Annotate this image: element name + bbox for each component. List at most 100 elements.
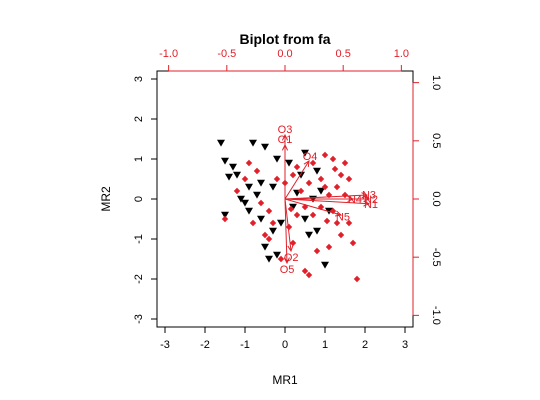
data-point-triangle bbox=[289, 203, 297, 211]
top-tick-label: 0.5 bbox=[336, 48, 351, 60]
right-tick-label: 0.0 bbox=[430, 191, 442, 206]
data-point-diamond bbox=[253, 167, 261, 175]
loading-label: O5 bbox=[280, 264, 295, 276]
data-point-diamond bbox=[317, 203, 325, 211]
data-point-diamond bbox=[257, 199, 265, 207]
x-tick-label: -1 bbox=[240, 339, 250, 351]
data-point-triangle bbox=[233, 171, 241, 179]
data-point-diamond bbox=[341, 191, 349, 199]
data-point-triangle bbox=[269, 183, 277, 191]
loading-label: O3 bbox=[278, 124, 293, 136]
loading-arrowhead bbox=[281, 143, 289, 151]
data-point-triangle bbox=[261, 143, 269, 151]
loading-label: N1 bbox=[364, 199, 378, 211]
data-point-diamond bbox=[221, 215, 229, 223]
loading-arrowhead bbox=[303, 160, 310, 168]
data-point-triangle bbox=[241, 199, 249, 207]
data-point-diamond bbox=[353, 275, 361, 283]
top-tick-label: -1.0 bbox=[159, 48, 178, 60]
loading-arrow bbox=[284, 198, 370, 205]
data-point-diamond bbox=[287, 205, 295, 213]
data-point-triangle bbox=[221, 157, 229, 165]
data-point-diamond bbox=[277, 255, 285, 263]
data-point-diamond bbox=[245, 159, 253, 167]
loading-label: O4 bbox=[303, 151, 318, 163]
loading-arrow bbox=[284, 198, 292, 252]
loading-arrow bbox=[284, 198, 342, 216]
right-tick-label: -0.5 bbox=[430, 248, 442, 267]
data-point-triangle bbox=[297, 171, 305, 179]
data-point-diamond bbox=[309, 159, 317, 167]
data-point-diamond bbox=[301, 267, 309, 275]
loading-arrow bbox=[284, 194, 368, 200]
data-point-triangle bbox=[313, 227, 321, 235]
loading-label: N4 bbox=[348, 194, 362, 206]
data-point-diamond bbox=[329, 207, 337, 215]
data-point-diamond bbox=[301, 203, 309, 211]
right-tick-label: 1.0 bbox=[430, 75, 442, 90]
data-point-diamond bbox=[337, 231, 345, 239]
x-tick-label: 2 bbox=[362, 339, 368, 351]
data-point-diamond bbox=[345, 219, 353, 227]
data-point-diamond bbox=[325, 191, 333, 199]
y-tick-label: -2 bbox=[133, 274, 145, 284]
data-point-diamond bbox=[305, 271, 313, 279]
data-point-triangle bbox=[313, 167, 321, 175]
loading-arrowhead bbox=[363, 195, 371, 203]
data-point-triangle bbox=[273, 155, 281, 163]
data-point-diamond bbox=[321, 183, 329, 191]
data-point-triangle bbox=[277, 219, 285, 227]
data-point-triangle bbox=[301, 149, 309, 157]
data-point-diamond bbox=[289, 239, 297, 247]
data-point-diamond bbox=[249, 219, 257, 227]
data-point-diamond bbox=[289, 171, 297, 179]
data-point-triangle bbox=[305, 231, 313, 239]
chart-title: Biplot from fa bbox=[240, 31, 331, 47]
data-point-triangle bbox=[253, 191, 261, 199]
data-point-triangle bbox=[217, 139, 225, 147]
data-point-triangle bbox=[273, 251, 281, 259]
x-tick-label: -3 bbox=[160, 339, 170, 351]
data-point-diamond bbox=[341, 159, 349, 167]
top-tick-label: 0.0 bbox=[277, 48, 292, 60]
data-point-triangle bbox=[261, 243, 269, 251]
data-point-triangle bbox=[257, 179, 265, 187]
loading-arrowhead bbox=[287, 245, 294, 253]
right-tick-label: 0.5 bbox=[430, 133, 442, 148]
data-point-triangle bbox=[225, 173, 233, 181]
data-point-triangle bbox=[245, 207, 253, 215]
loading-arrow bbox=[284, 160, 310, 200]
data-point-diamond bbox=[333, 183, 341, 191]
loading-arrowhead bbox=[347, 195, 355, 203]
data-point-diamond bbox=[273, 175, 281, 183]
data-point-triangle bbox=[229, 163, 237, 171]
data-point-diamond bbox=[337, 171, 345, 179]
data-point-triangle bbox=[265, 255, 273, 263]
data-point-diamond bbox=[313, 247, 321, 255]
loading-arrowhead bbox=[361, 192, 369, 199]
y-tick-label: -1 bbox=[133, 234, 145, 244]
data-point-triangle bbox=[269, 227, 277, 235]
y-tick-label: 3 bbox=[133, 76, 145, 82]
data-point-triangle bbox=[221, 211, 229, 219]
data-point-diamond bbox=[321, 151, 329, 159]
data-point-diamond bbox=[349, 239, 357, 247]
data-point-diamond bbox=[309, 211, 317, 219]
loading-label: O1 bbox=[278, 134, 293, 146]
data-point-diamond bbox=[345, 175, 353, 183]
data-point-triangle bbox=[257, 215, 265, 223]
x-tick-label: -2 bbox=[200, 339, 210, 351]
loading-arrowhead bbox=[281, 133, 289, 141]
data-point-triangle bbox=[245, 183, 253, 191]
data-point-diamond bbox=[241, 175, 249, 183]
data-point-diamond bbox=[265, 235, 273, 243]
data-point-diamond bbox=[305, 179, 313, 187]
top-tick-label: -0.5 bbox=[217, 48, 236, 60]
data-point-diamond bbox=[265, 207, 273, 215]
data-point-triangle bbox=[317, 187, 325, 195]
loading-arrowhead bbox=[335, 210, 343, 217]
y-axis-title: MR2 bbox=[99, 186, 113, 212]
loading-arrowhead bbox=[283, 257, 290, 265]
x-tick-label: 3 bbox=[402, 339, 408, 351]
